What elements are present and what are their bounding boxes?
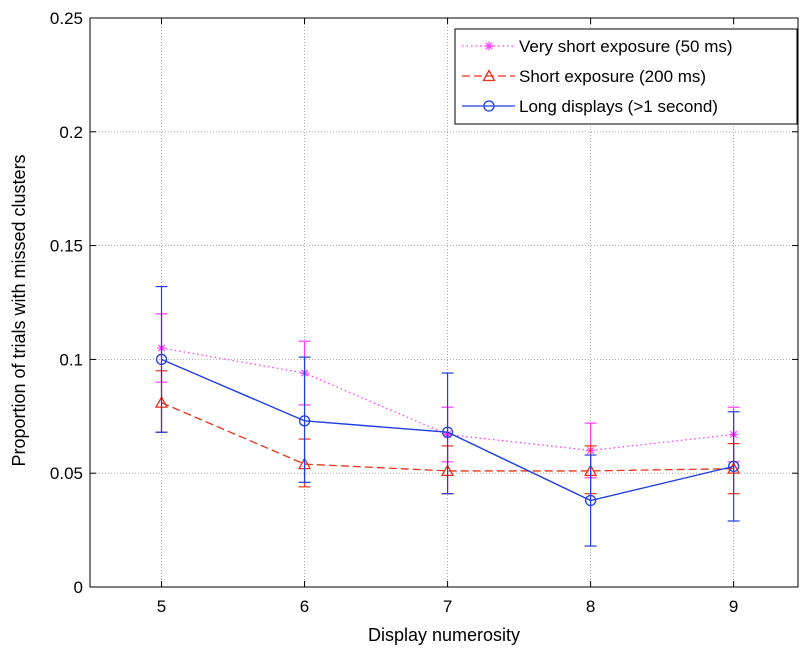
y-tick-label: 0.25 [50,9,83,28]
legend-item-2: Short exposure (200 ms) [462,67,706,86]
circle-marker [483,100,495,112]
legend-item-3: Long displays (>1 second) [462,97,718,116]
axis-ticks: 0 0.05 0.1 0.15 0.2 0.25 5 6 7 8 9 [50,9,798,616]
circle-marker [298,415,311,427]
circle-marker [155,353,168,366]
x-tick-label: 8 [586,597,595,616]
legend-label: Long displays (>1 second) [519,97,718,116]
y-axis-label: Proportion of trials with missed cluster… [9,154,29,466]
circle-marker [584,494,597,507]
plot-frame [89,17,799,588]
legend-box [454,28,798,125]
x-tick-label: 7 [443,597,452,616]
legend-label: Short exposure (200 ms) [519,67,706,86]
legend: Very short exposure (50 ms) Short exposur… [454,28,798,125]
x-tick-label: 6 [300,597,309,616]
triangle-marker [482,69,496,82]
y-tick-label: 0.1 [59,350,83,369]
star-stroke [485,42,493,50]
x-tick-label: 5 [157,597,166,616]
series-layer [154,285,741,547]
series-line [161,402,734,472]
x-tick-label: 9 [729,597,738,616]
star-marker [484,41,494,51]
legend-label: Very short exposure (50 ms) [519,37,733,56]
error-bar [298,356,311,483]
circle-marker [727,460,740,473]
error-bar [727,411,740,522]
x-axis-label: Display numerosity [368,625,520,645]
y-tick-label: 0.2 [59,123,83,142]
series-line [161,358,734,502]
y-tick-label: 0 [74,578,83,597]
error-bar [441,372,454,495]
y-tick-label: 0.05 [50,464,83,483]
y-tick-label: 0.15 [50,237,83,256]
circle-marker [441,426,454,438]
legend-item-1: Very short exposure (50 ms) [462,37,733,56]
series-3 [155,285,740,547]
